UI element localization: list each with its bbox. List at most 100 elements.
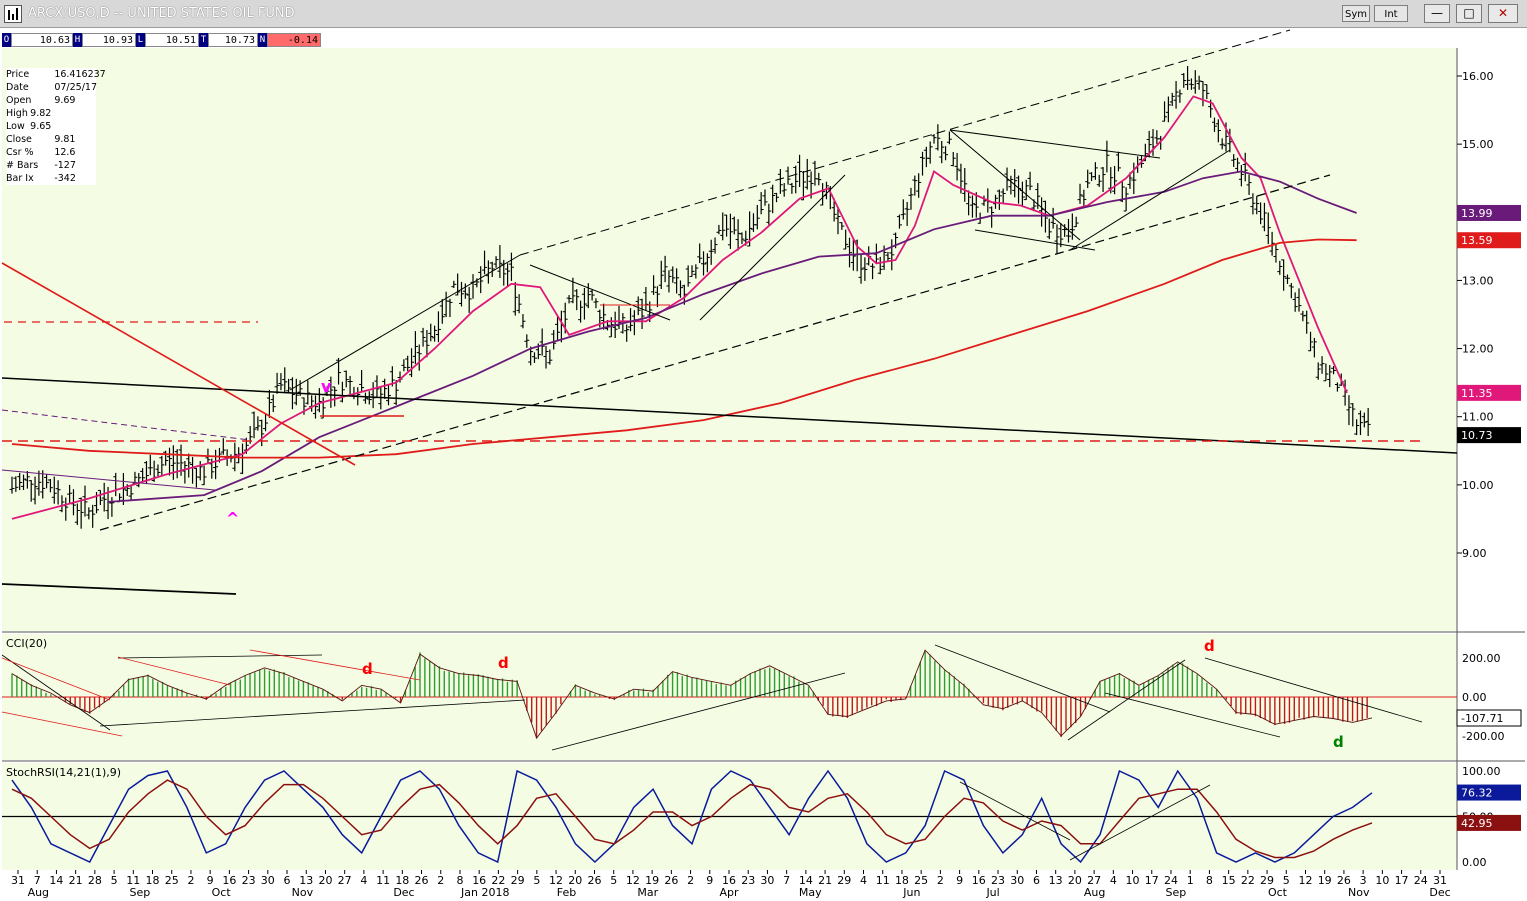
date-tick-label: 13: [299, 874, 313, 887]
date-tick-label: 8: [1206, 874, 1213, 887]
minimize-icon[interactable]: —: [1424, 4, 1450, 23]
date-tick-label: 16: [472, 874, 486, 887]
date-tick-label: 27: [1087, 874, 1101, 887]
info-row-close: Close 9.81: [6, 134, 76, 145]
info-row-bars: # Bars -127: [6, 160, 76, 171]
cci-trendline: [1, 711, 123, 737]
month-label: Jun: [902, 886, 920, 899]
chart-app-icon: [4, 5, 22, 23]
date-tick-label: 16: [722, 874, 736, 887]
date-tick-label: 26: [587, 874, 601, 887]
date-tick-label: 27: [338, 874, 352, 887]
price-tick-label: 9.00: [1462, 547, 1487, 560]
ohlc-net-label: N: [258, 33, 267, 47]
date-tick-label: 3: [1360, 874, 1367, 887]
int-button[interactable]: Int: [1374, 5, 1408, 22]
cci-d-annotation: d: [1204, 637, 1215, 655]
stoch-trendline: [959, 781, 1071, 841]
stoch-tick-label: 0.00: [1462, 856, 1487, 869]
ma-fast-line: [11, 95, 1348, 520]
date-tick-label: 26: [1337, 874, 1351, 887]
stoch-value-badge: [1457, 814, 1521, 831]
month-label: Sep: [130, 886, 151, 899]
purple-line: [1, 469, 216, 491]
date-tick-label: 30: [261, 874, 275, 887]
cci-line: [11, 649, 1373, 739]
date-tick-label: 18: [395, 874, 409, 887]
month-label: Sep: [1166, 886, 1187, 899]
cci-trendline: [1204, 657, 1423, 723]
price-value-badge: [1457, 232, 1521, 249]
price-value-badge-label: 10.73: [1461, 429, 1493, 442]
cci-d-annotation: d: [362, 660, 373, 678]
cci-trendline: [934, 644, 1111, 713]
date-axis: [2, 870, 1525, 901]
date-tick-label: 30: [1010, 874, 1024, 887]
date-tick-label: 26: [415, 874, 429, 887]
month-label: Oct: [212, 886, 232, 899]
cci-trendline: [117, 654, 323, 659]
month-label: Oct: [1268, 886, 1288, 899]
downtrend-line: [1, 262, 356, 466]
restore-icon[interactable]: □: [1456, 4, 1482, 23]
info-row-barix: Bar Ix -342: [6, 173, 76, 184]
date-tick-label: 11: [876, 874, 890, 887]
date-tick-label: 20: [1068, 874, 1082, 887]
ohlc-net-value: -0.14: [267, 33, 321, 47]
cci-tick-label: 0.00: [1462, 691, 1487, 704]
lower-channel-line: [99, 174, 1331, 531]
date-tick-label: 19: [1318, 874, 1332, 887]
stoch-value-badge-label: 42.95: [1461, 817, 1493, 830]
date-tick-label: 15: [1222, 874, 1236, 887]
right-axis: [1457, 48, 1525, 870]
price-value-badge-label: 11.35: [1461, 387, 1493, 400]
month-label: Aug: [28, 886, 49, 899]
date-tick-label: 31: [11, 874, 25, 887]
date-tick-label: 18: [895, 874, 909, 887]
date-tick-label: 24: [1414, 874, 1428, 887]
date-tick-label: 6: [284, 874, 291, 887]
date-tick-label: 10: [1375, 874, 1389, 887]
month-label: Feb: [557, 886, 576, 899]
month-label: Apr: [719, 886, 739, 899]
date-tick-label: 21: [818, 874, 832, 887]
price-value-badge-label: 13.59: [1461, 234, 1493, 247]
sym-button[interactable]: Sym: [1342, 5, 1370, 22]
date-tick-label: 9: [956, 874, 963, 887]
month-label: Jan 2018: [460, 886, 509, 899]
price-tick-label: 12.00: [1462, 343, 1494, 356]
cci-tick-label: -200.00: [1462, 730, 1504, 743]
stoch-d-line: [11, 779, 1373, 859]
info-row-csr: Csr % 12.6: [6, 147, 76, 158]
title-bar: ARCX:USO,D -- UNITED STATES OIL FUND Sym…: [0, 0, 1527, 28]
date-tick-label: 25: [914, 874, 928, 887]
cci-trendline: [1, 654, 111, 731]
date-tick-label: 6: [1033, 874, 1040, 887]
date-tick-label: 4: [1110, 874, 1117, 887]
date-tick-label: 24: [1164, 874, 1178, 887]
date-tick-label: 12: [626, 874, 640, 887]
date-tick-label: 19: [645, 874, 659, 887]
date-tick-label: 5: [1283, 874, 1290, 887]
date-tick-label: 1: [1187, 874, 1194, 887]
ohlc-last-value: 10.73: [208, 33, 258, 47]
date-tick-label: 11: [376, 874, 390, 887]
price-tick-label: 13.00: [1462, 274, 1494, 287]
date-tick-label: 20: [318, 874, 332, 887]
date-tick-label: 4: [860, 874, 867, 887]
trendline: [699, 174, 846, 321]
cursor-info-box: Price 16.416237 Date 07/25/17 Open 9.69 …: [6, 68, 106, 185]
cci-value-badge: [1456, 709, 1522, 727]
info-row-date: Date 07/25/17: [6, 82, 97, 93]
ohlc-low-label: L: [136, 33, 145, 47]
info-row-price: Price 16.416237: [6, 69, 106, 80]
date-tick-label: 18: [146, 874, 160, 887]
date-tick-label: 16: [972, 874, 986, 887]
close-icon[interactable]: ✕: [1488, 4, 1518, 23]
price-panel: [2, 48, 1457, 631]
ohlc-last-label: T: [199, 33, 208, 47]
stoch-tick-label: 100.00: [1462, 765, 1501, 778]
date-tick-label: 29: [837, 874, 851, 887]
month-label: Aug: [1084, 886, 1105, 899]
